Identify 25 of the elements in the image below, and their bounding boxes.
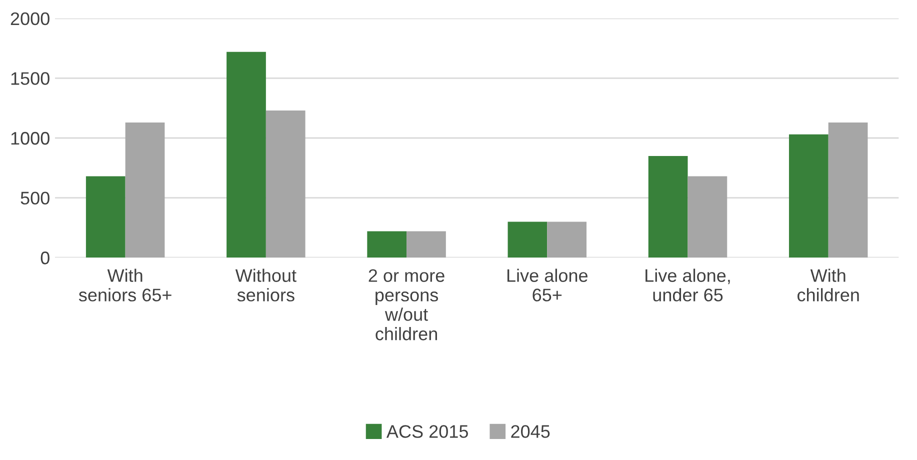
- y-tick-label: 500: [20, 192, 50, 205]
- bar: [648, 156, 688, 258]
- y-tick-label: 1000: [11, 132, 50, 145]
- y-tick-label: 1500: [11, 72, 50, 85]
- y-tick-label: 0: [40, 252, 50, 264]
- legend-label: 2045: [511, 425, 550, 438]
- x-tick-label: 2 or more persons w/out children: [368, 269, 444, 340]
- bar: [367, 231, 407, 258]
- bar: [688, 176, 728, 258]
- x-tick-label: Live alone, under 65: [646, 268, 730, 302]
- bar: [266, 110, 306, 258]
- bar: [125, 122, 165, 258]
- legend-label: ACS 2015: [386, 425, 468, 438]
- y-tick-label: 2000: [10, 12, 50, 26]
- bar: [547, 222, 587, 258]
- x-tick-label: Live alone 65+: [507, 268, 588, 302]
- bar: [508, 222, 548, 258]
- bar: [406, 231, 446, 258]
- x-tick-label: With seniors 65+: [78, 268, 172, 302]
- x-tick-label: Without seniors: [235, 268, 296, 302]
- bar: [86, 176, 126, 258]
- x-tick-label: With children: [798, 268, 859, 302]
- bar: [828, 122, 868, 258]
- bar: [788, 134, 828, 258]
- bar: [226, 52, 266, 258]
